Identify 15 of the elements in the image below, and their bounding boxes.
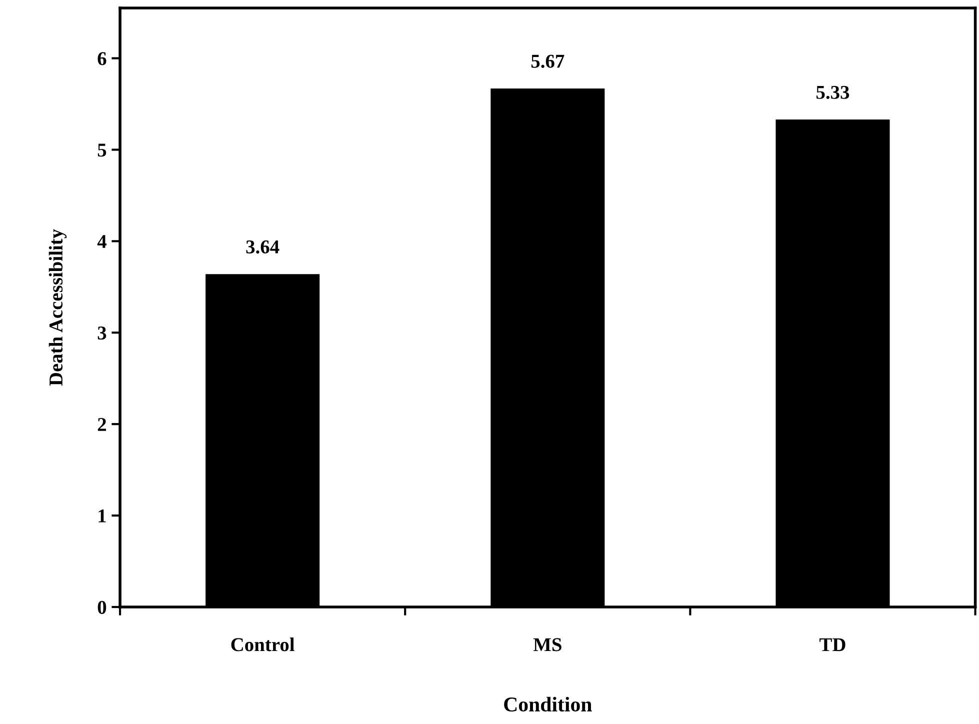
- y-tick-label: 2: [98, 418, 106, 431]
- x-tick-label: TD: [820, 638, 846, 652]
- x-tick-label: MS: [533, 638, 562, 652]
- y-tick-label: 6: [98, 52, 106, 66]
- data-label: 5.33: [816, 86, 850, 100]
- x-tick-label: Control: [231, 638, 294, 652]
- y-axis-title: Death Accessibility: [48, 229, 67, 386]
- y-tick-label: 0: [98, 600, 106, 614]
- y-tick-label: 1: [98, 509, 106, 522]
- y-tick-label: 3: [98, 326, 106, 340]
- y-tick-label: 4: [97, 235, 106, 248]
- data-label: 5.67: [531, 54, 564, 68]
- data-label: 3.64: [246, 240, 280, 254]
- y-tick-label: 5: [98, 144, 106, 157]
- x-axis-title: Condition: [504, 696, 592, 712]
